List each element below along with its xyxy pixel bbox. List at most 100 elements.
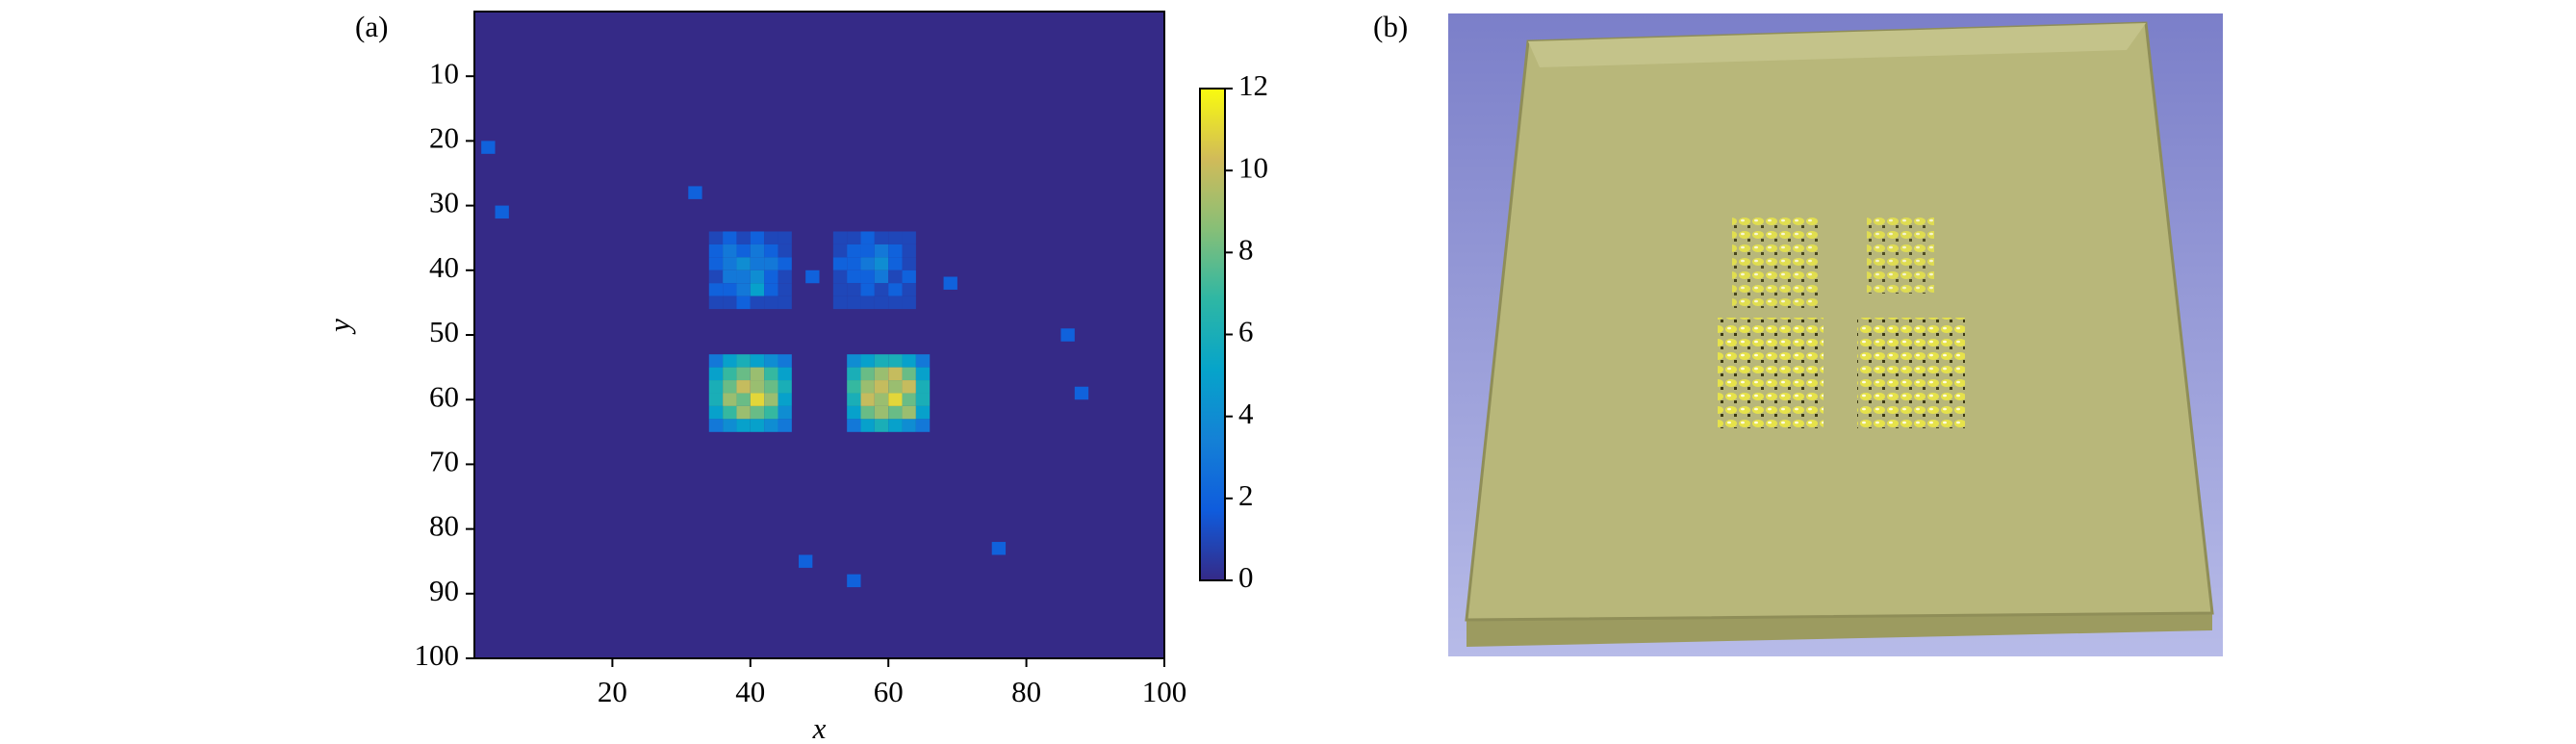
heat-cell [860,283,875,296]
y-tick-label: 60 [429,379,459,413]
heat-cell [860,295,875,310]
blob-cluster [1732,217,1819,308]
blob-cluster [1867,217,1934,294]
colorbar [1199,88,1226,581]
heat-cell [723,295,737,310]
heat-cell [874,419,889,432]
y-axis-label: y [322,319,356,335]
heat-cell [902,367,916,381]
heat-cell [736,354,751,368]
heat-cell [847,231,861,244]
heat-cell [860,419,875,432]
heat-cell [915,419,931,432]
heat-cell [778,354,792,368]
heat-cell [847,269,861,284]
heat-cell [764,283,778,296]
y-tick-label: 70 [429,445,459,478]
heat-cell [902,283,916,296]
heat-cell [847,419,861,432]
colorbar-tick-label: 10 [1238,150,1268,184]
heat-cell [750,380,765,394]
heat-cell [888,354,903,368]
heat-cell [860,405,875,420]
heat-cell [723,283,737,296]
colorbar-tick-label: 12 [1238,68,1268,102]
y-tick-label: 90 [429,574,459,607]
heat-cell [750,244,765,258]
x-tick-label: 20 [598,675,627,708]
colorbar-tick-label: 2 [1238,478,1254,512]
heat-cell [847,295,861,310]
heat-cell [736,367,751,381]
heat-cell [778,380,792,394]
heat-cell [888,269,903,284]
heat-cell [888,393,903,406]
render-3d [1448,13,2223,656]
heat-cell [750,231,765,244]
heat-cell [736,405,751,420]
heat-cell [764,405,778,420]
heat-cell [915,405,931,420]
heat-cell [860,393,875,406]
heat-cell [750,405,765,420]
y-tick-label: 50 [429,315,459,348]
heat-cell [764,380,778,394]
heat-cell [902,380,916,394]
y-tick-label: 100 [415,638,460,672]
colorbar-tick-label: 6 [1238,315,1254,348]
heat-cell [764,269,778,284]
heat-cell [736,419,751,432]
heat-cell [847,283,861,296]
heat-cell [915,380,931,394]
heat-cell [902,405,916,420]
heat-cell [708,354,724,368]
x-tick-label: 100 [1142,675,1187,708]
heat-cell [778,295,792,310]
heat-cell [764,354,778,368]
heat-cell [847,574,861,588]
panel-label: (a) [355,10,388,43]
heat-cell [798,554,813,568]
heat-cell [902,354,916,368]
heat-cell [764,367,778,381]
heat-cell [888,257,903,270]
heat-cell [736,283,751,296]
heat-cell [708,405,724,420]
heat-cell [481,141,496,154]
heat-cell [832,295,848,310]
heat-cell [764,244,778,258]
y-tick-label: 20 [429,121,459,155]
heat-cell [991,542,1007,555]
heat-cell [736,244,751,258]
heat-cell [736,393,751,406]
x-tick-label: 60 [874,675,904,708]
heat-cell [832,257,848,270]
heat-cell [736,231,751,244]
heat-cell [1074,386,1089,400]
heat-cell [708,283,724,296]
heat-cell [708,269,724,284]
heat-cell [764,419,778,432]
heat-cell [860,354,875,368]
heat-cell [778,419,792,432]
heat-cell [750,283,765,296]
heat-cell [723,244,737,258]
blob-cluster [1857,318,1965,428]
plot-background [474,12,1164,658]
heat-cell [860,269,875,284]
heat-cell [778,393,792,406]
colorbar-tick-label: 8 [1238,232,1254,266]
heat-cell [874,295,889,310]
y-tick-label: 80 [429,509,459,543]
heat-cell [832,283,848,296]
heat-cell [915,367,931,381]
heat-cell [736,380,751,394]
heat-cell [847,367,861,381]
heat-cell [764,231,778,244]
heat-cell [708,244,724,258]
slab-rim [1528,23,2146,67]
x-tick-label: 80 [1011,675,1041,708]
heat-cell [708,295,724,310]
heat-cell [860,380,875,394]
heat-cell [495,205,509,219]
